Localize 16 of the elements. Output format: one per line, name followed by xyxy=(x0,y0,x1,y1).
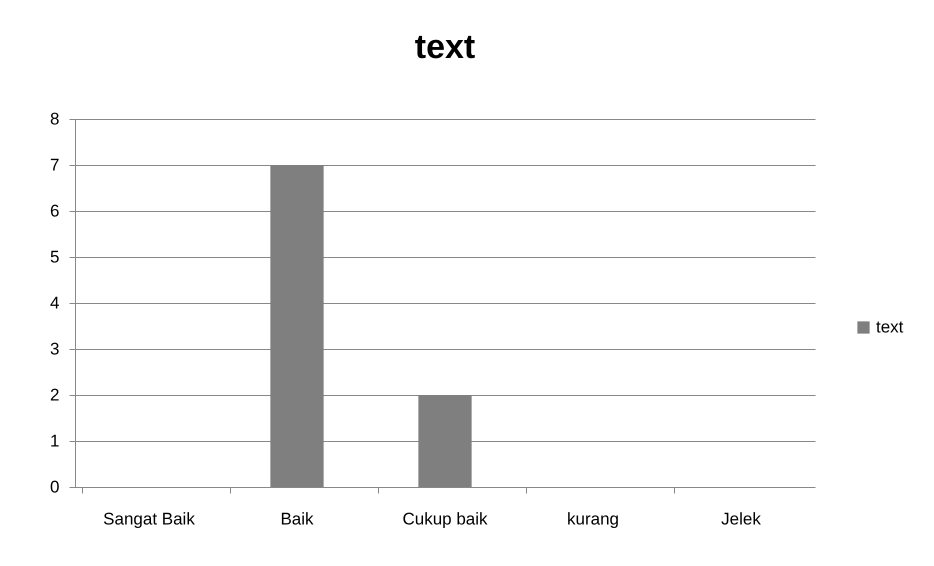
y-tick-label: 8 xyxy=(50,110,60,128)
y-tick-label: 7 xyxy=(50,156,60,174)
x-tick-label: kurang xyxy=(567,510,619,528)
y-tick-label: 1 xyxy=(50,432,60,450)
x-tick-label: Cukup baik xyxy=(402,510,488,528)
y-tick-label: 0 xyxy=(50,478,60,496)
chart-title: text xyxy=(414,28,476,66)
y-tick-label: 6 xyxy=(50,202,60,220)
x-tick-label: Baik xyxy=(280,510,314,528)
x-tick-label: Sangat Baik xyxy=(103,510,196,528)
x-tick-label: Jelek xyxy=(721,510,762,528)
y-tick-label: 5 xyxy=(50,248,60,266)
y-tick-label: 4 xyxy=(50,294,60,312)
y-tick-label: 2 xyxy=(50,386,60,404)
y-tick-label: 3 xyxy=(50,340,60,358)
legend-label: text xyxy=(876,318,904,336)
